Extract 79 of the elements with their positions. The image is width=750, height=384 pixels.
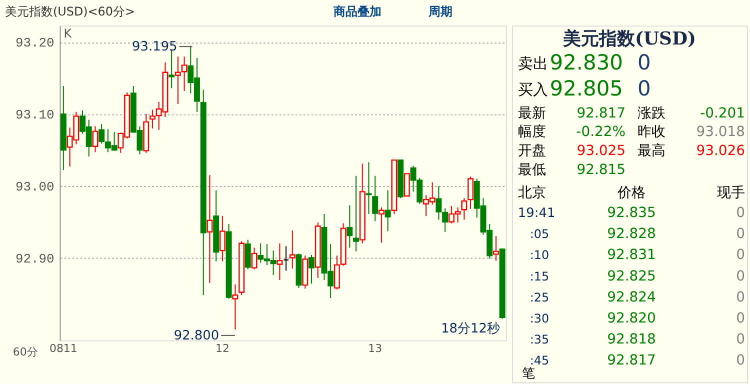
text: 93.025 xyxy=(576,143,626,160)
candlestick xyxy=(289,230,296,270)
text: 92.817 xyxy=(576,105,626,122)
text: 最高 xyxy=(637,143,666,160)
text: 周期 xyxy=(427,4,452,19)
text: 最低 xyxy=(518,162,546,178)
candlestick xyxy=(283,246,290,272)
text: 0 xyxy=(736,332,746,348)
text: :45 xyxy=(530,354,550,368)
text: 0 xyxy=(736,226,746,242)
candlestick xyxy=(366,162,372,214)
chart-title: 美元指数(USD)<60分> xyxy=(4,4,136,19)
text: 0 xyxy=(736,310,746,326)
text: 0 xyxy=(736,289,746,306)
text: :25 xyxy=(530,290,550,304)
x-tick-label: 0811 xyxy=(49,342,78,355)
text: 美元指数(USD) xyxy=(562,28,696,50)
text: 19:41 xyxy=(518,206,556,221)
text: -0.22% xyxy=(576,124,626,140)
text: 92.818 xyxy=(607,332,656,348)
text: 0 xyxy=(637,50,651,74)
candlestick xyxy=(384,190,391,232)
text: 92.835 xyxy=(607,204,656,221)
text: :30 xyxy=(530,311,550,326)
text: 92.820 xyxy=(607,310,656,326)
text: 92.824 xyxy=(607,289,656,306)
text: 92.825 xyxy=(607,268,656,284)
text: 北京 xyxy=(518,184,546,201)
text: 93.018 xyxy=(696,124,746,140)
text: 现手 xyxy=(717,184,746,201)
text: 笔 xyxy=(522,366,535,382)
text: 92.831 xyxy=(607,247,656,264)
candlestick xyxy=(206,174,213,284)
y-tick-label: 93.20 xyxy=(15,36,54,51)
text: 92.815 xyxy=(576,162,626,178)
text: 92.830 xyxy=(550,50,623,74)
annotation: K xyxy=(64,26,73,41)
candlestick xyxy=(372,175,378,222)
text: 涨跌 xyxy=(637,105,666,122)
candlestick xyxy=(232,284,238,330)
text: 60分 xyxy=(12,345,38,358)
text: :05 xyxy=(530,227,550,242)
text: 0 xyxy=(736,352,746,369)
candlestick xyxy=(346,204,353,248)
text: 92.817 xyxy=(607,352,656,369)
text: 幅度 xyxy=(518,124,546,140)
text: 买入 xyxy=(518,80,548,98)
text: 92.805 xyxy=(550,76,623,100)
candlestick xyxy=(461,198,468,220)
candlestick xyxy=(213,190,220,262)
text: :10 xyxy=(530,248,550,262)
y-tick-label: 93.00 xyxy=(15,179,54,194)
y-tick-label: 93.10 xyxy=(15,108,54,123)
candlestick xyxy=(219,216,226,262)
text: 92.828 xyxy=(607,226,656,242)
text: 0 xyxy=(736,247,746,264)
text: 93.026 xyxy=(696,143,746,160)
text: 0 xyxy=(736,268,746,284)
y-tick-label: 92.90 xyxy=(15,251,54,266)
text: 价格 xyxy=(616,184,646,201)
text: -0.201 xyxy=(700,105,746,122)
text: 0 xyxy=(736,204,746,221)
text: 昨收 xyxy=(637,124,666,140)
candlestick xyxy=(60,86,66,171)
x-tick-label: 13 xyxy=(368,342,382,355)
candlestick xyxy=(353,175,360,252)
x-tick-label: 12 xyxy=(215,342,230,355)
text: 商品叠加 xyxy=(332,4,382,19)
candlestick xyxy=(200,89,206,296)
candlestick xyxy=(276,242,283,281)
text: 0 xyxy=(637,76,651,100)
annotation: 92.800 xyxy=(174,328,220,344)
annotation: 93.195 xyxy=(132,40,178,55)
annotation: 18分12秒 xyxy=(441,321,500,336)
text: 开盘 xyxy=(518,143,546,160)
text: :15 xyxy=(530,269,550,284)
text: :35 xyxy=(530,332,550,347)
text: 卖出 xyxy=(518,54,548,72)
text: 最新 xyxy=(518,105,546,122)
